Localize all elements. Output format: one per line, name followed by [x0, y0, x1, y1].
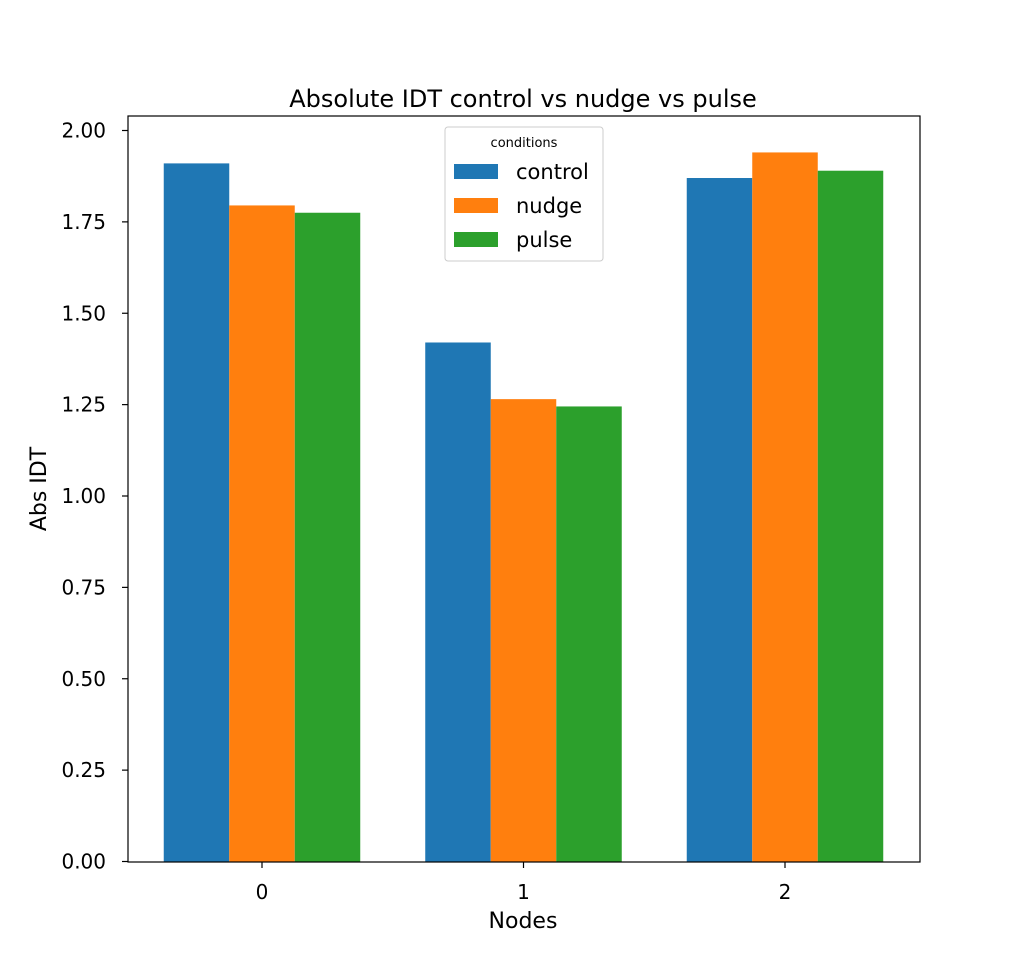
- bars-group: [163, 152, 884, 862]
- legend-label-pulse: pulse: [516, 228, 572, 252]
- x-axis-title: Nodes: [489, 909, 558, 934]
- legend-swatch-pulse: [454, 232, 498, 247]
- y-tick-label: 1.50: [61, 301, 106, 325]
- bar-control-2: [686, 178, 753, 862]
- x-tick-label: 0: [256, 880, 269, 904]
- legend-label-control: control: [516, 160, 589, 184]
- y-tick-label: 1.75: [61, 210, 106, 234]
- bar-nudge-1: [490, 399, 557, 862]
- y-tick-label: 2.00: [61, 119, 106, 143]
- y-tick-label: 0.00: [61, 850, 106, 874]
- x-tick-label: 2: [779, 880, 792, 904]
- y-tick-label: 0.75: [61, 575, 106, 599]
- legend-title: conditions: [491, 136, 558, 151]
- legend-swatch-control: [454, 164, 498, 179]
- y-axis: 0.00 0.25 0.50 0.75 1.00 1.25 1.50 1.75 2.00: [61, 119, 128, 874]
- y-tick-label: 0.50: [61, 667, 106, 691]
- y-tick-label: 1.25: [61, 393, 106, 417]
- bar-pulse-0: [294, 212, 361, 862]
- x-tick-label: 1: [517, 880, 530, 904]
- bar-nudge-2: [752, 152, 818, 862]
- bar-pulse-1: [556, 406, 622, 862]
- legend: conditions control nudge pulse: [444, 126, 604, 262]
- legend-box: [444, 126, 604, 262]
- bar-pulse-2: [817, 170, 884, 862]
- bar-control-0: [163, 163, 230, 862]
- bar-nudge-0: [229, 205, 295, 862]
- chart-title: Absolute IDT control vs nudge vs pulse: [289, 85, 757, 113]
- y-tick-label: 0.25: [61, 758, 106, 782]
- y-tick-label: 1.00: [61, 484, 106, 508]
- legend-swatch-nudge: [454, 198, 498, 213]
- y-axis-title: Abs IDT: [27, 446, 52, 531]
- bar-control-1: [425, 342, 491, 862]
- legend-label-nudge: nudge: [516, 194, 582, 218]
- x-axis: 0 1 2: [256, 862, 792, 904]
